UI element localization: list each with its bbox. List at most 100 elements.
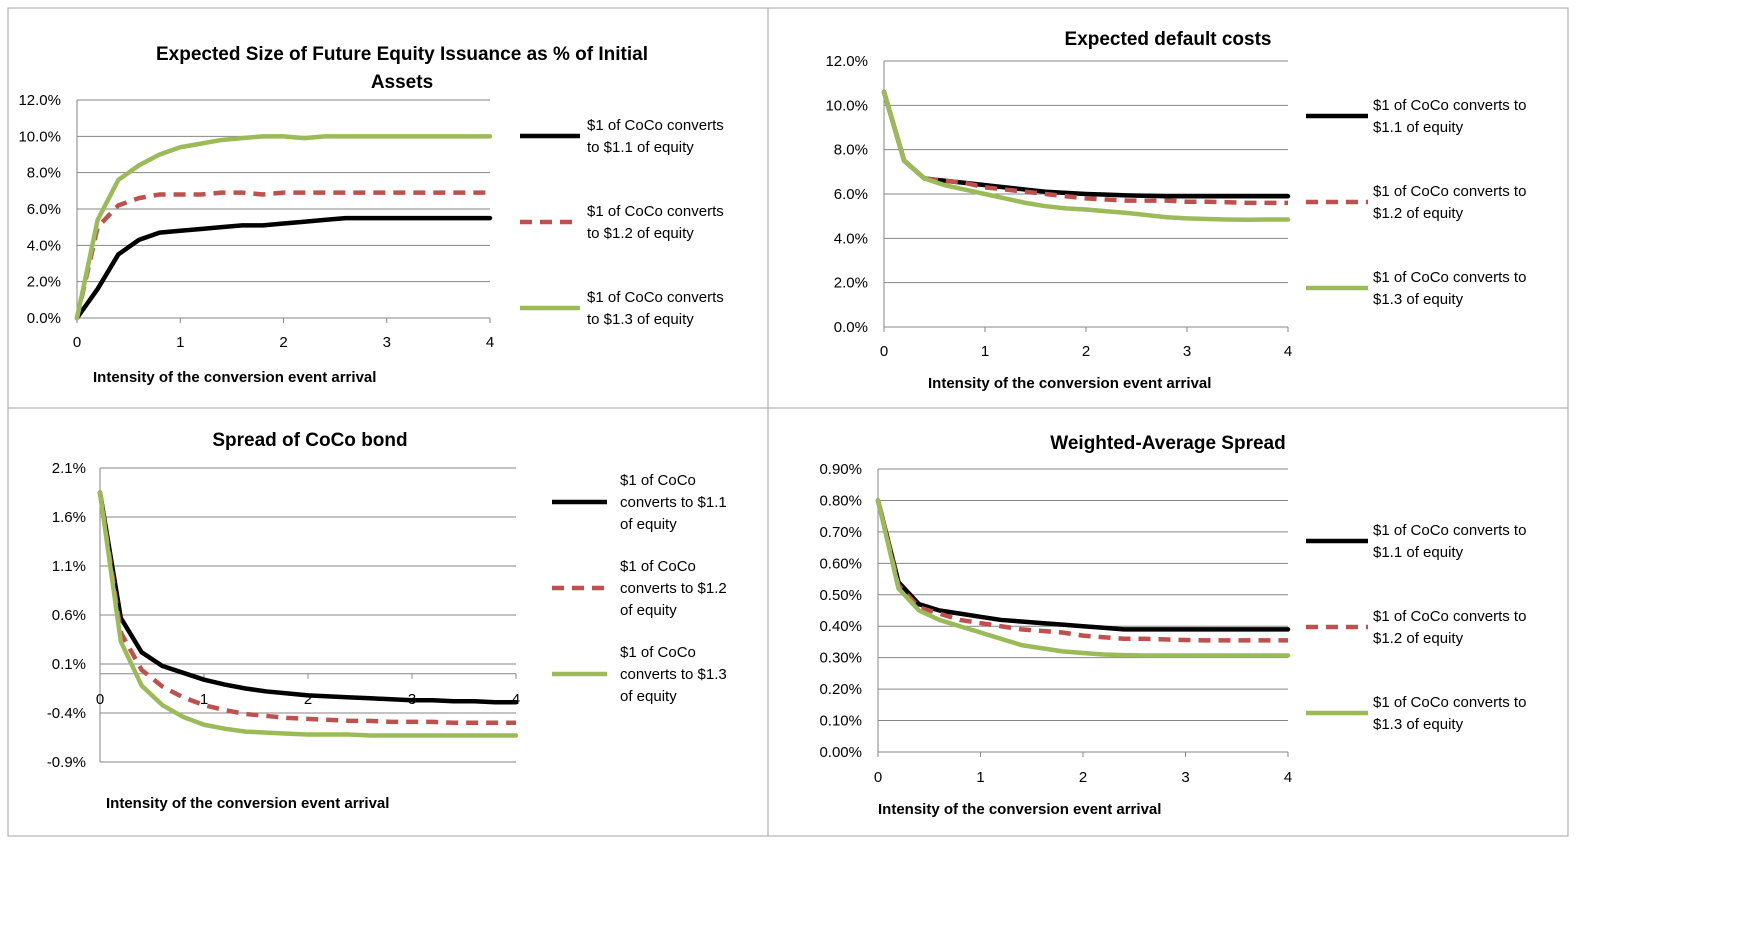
y-tick-label: 0.70%: [819, 524, 862, 541]
chart-1: Expected Size of Future Equity Issuance …: [18, 44, 723, 386]
y-tick-label: 4.0%: [834, 230, 868, 247]
y-tick-label: 0.00%: [819, 744, 862, 761]
chart-4: Weighted-Average Spread 0.00% 0.10% 0.20% 0.…: [819, 433, 1526, 818]
chart-title: Expected Size of Future Equity Issuance …: [156, 44, 648, 65]
x-tick-label: 4: [486, 334, 494, 351]
chart-panel-frame: [7, 7, 769, 409]
chart-title: Spread of CoCo bond: [212, 430, 407, 451]
legend-label: $1.3 of equity: [1373, 716, 1464, 733]
chart-legend: $1 of CoCo converts to $1.1 of equity $1 o…: [1306, 97, 1526, 308]
x-tick-label: 0: [874, 769, 882, 786]
chart-panel-frame: [7, 407, 769, 837]
y-tick-label: -0.9%: [47, 754, 86, 771]
legend-label: $1 of CoCo: [620, 472, 696, 489]
y-tick-label: 10.0%: [18, 128, 61, 145]
legend-label: of equity: [620, 516, 677, 533]
x-tick-label: 0: [73, 334, 81, 351]
y-tick-label: 12.0%: [825, 53, 868, 70]
y-tick-label: 0.10%: [819, 713, 862, 730]
series-line-1: [875, 498, 1291, 632]
x-tick-label: 1: [176, 334, 184, 351]
legend-label: of equity: [620, 688, 677, 705]
series-line-3: [97, 490, 519, 738]
y-tick-label: 0.80%: [819, 492, 862, 509]
series-line-3: [881, 89, 1291, 222]
y-tick-label: 4.0%: [27, 237, 61, 254]
y-tick-label: 0.40%: [819, 618, 862, 635]
y-tick-label: 0.60%: [819, 555, 862, 572]
x-tick-label: 3: [1181, 769, 1189, 786]
legend-label: $1 of CoCo converts to: [1373, 183, 1526, 200]
legend-label: $1 of CoCo converts to: [1373, 694, 1526, 711]
x-tick-label: 2: [1079, 769, 1087, 786]
chart-title: Weighted-Average Spread: [1050, 433, 1285, 454]
legend-label: of equity: [620, 602, 677, 619]
x-tick-label: 3: [1183, 343, 1191, 360]
x-tick-label: 1: [981, 343, 989, 360]
y-tick-label: 1.6%: [52, 509, 86, 526]
chart-legend: $1 of CoCo converts to $1.1 of equity $1 o…: [1306, 522, 1526, 733]
legend-label: $1 of CoCo: [620, 644, 696, 661]
x-axis-label: Intensity of the conversion event arriva…: [878, 801, 1161, 818]
x-tick-label: 2: [304, 691, 312, 708]
legend-label: converts to $1.2: [620, 580, 727, 597]
legend-label: to $1.3 of equity: [587, 311, 694, 328]
y-tick-label: 2.0%: [834, 275, 868, 292]
series-line-3: [875, 498, 1291, 658]
legend-label: $1 of CoCo converts: [587, 117, 724, 134]
chart-title: Assets: [371, 72, 433, 93]
x-axis-label: Intensity of the conversion event arriva…: [928, 375, 1211, 392]
chart-legend: $1 of CoCo converts to $1.1 of equity $1 of…: [552, 472, 727, 705]
y-tick-label: 0.20%: [819, 681, 862, 698]
chart-panel-frame: [767, 407, 1569, 837]
legend-label: $1 of CoCo converts: [587, 289, 724, 306]
chart-panel-frame: [767, 7, 1569, 409]
y-tick-label: 0.1%: [52, 656, 86, 673]
legend-label: $1 of CoCo converts to: [1373, 608, 1526, 625]
x-tick-label: 4: [1284, 343, 1292, 360]
legend-label: $1.1 of equity: [1373, 119, 1464, 136]
chart-title: Expected default costs: [1065, 29, 1272, 50]
legend-label: $1 of CoCo converts: [587, 203, 724, 220]
x-tick-label: 4: [512, 691, 520, 708]
series-line-2: [881, 91, 1288, 206]
x-axis-label: Intensity of the conversion event arriva…: [106, 795, 389, 812]
y-tick-label: 0.6%: [52, 607, 86, 624]
legend-label: $1 of CoCo converts to: [1373, 522, 1526, 539]
x-tick-label: 0: [880, 343, 888, 360]
legend-label: $1.1 of equity: [1373, 544, 1464, 561]
legend-label: to $1.2 of equity: [587, 225, 694, 242]
series-line-1: [97, 490, 519, 705]
chart-2: Expected default costs 0.0% 2.0% 4.0% 6.0% 8.…: [825, 29, 1526, 392]
x-tick-label: 2: [1082, 343, 1090, 360]
y-tick-label: 2.1%: [52, 460, 86, 477]
y-tick-label: 0.30%: [819, 650, 862, 667]
series-line-2: [875, 499, 1288, 643]
legend-label: $1 of CoCo converts to: [1373, 269, 1526, 286]
y-tick-label: 0.50%: [819, 587, 862, 604]
legend-label: $1.2 of equity: [1373, 205, 1464, 222]
series-line-2: [74, 190, 490, 319]
x-axis-label: Intensity of the conversion event arriva…: [93, 369, 376, 386]
series-line-1: [74, 215, 493, 321]
legend-label: $1 of CoCo converts to: [1373, 97, 1526, 114]
y-tick-label: 6.0%: [834, 186, 868, 203]
x-tick-label: 1: [976, 769, 984, 786]
y-tick-label: 10.0%: [825, 97, 868, 114]
x-tick-label: 2: [279, 334, 287, 351]
x-tick-label: 0: [96, 691, 104, 708]
series-line-3: [74, 134, 493, 321]
legend-label: $1.3 of equity: [1373, 291, 1464, 308]
chart-legend: $1 of CoCo converts to $1.1 of equity $1 o…: [520, 117, 724, 328]
legend-label: converts to $1.1: [620, 494, 727, 511]
y-tick-label: 6.0%: [27, 201, 61, 218]
y-tick-label: 2.0%: [27, 274, 61, 291]
y-tick-label: -0.4%: [47, 705, 86, 722]
y-tick-label: 8.0%: [27, 165, 61, 182]
legend-label: $1.2 of equity: [1373, 630, 1464, 647]
y-tick-label: 8.0%: [834, 142, 868, 159]
y-tick-label: 0.0%: [27, 310, 61, 327]
x-tick-label: 3: [383, 334, 391, 351]
